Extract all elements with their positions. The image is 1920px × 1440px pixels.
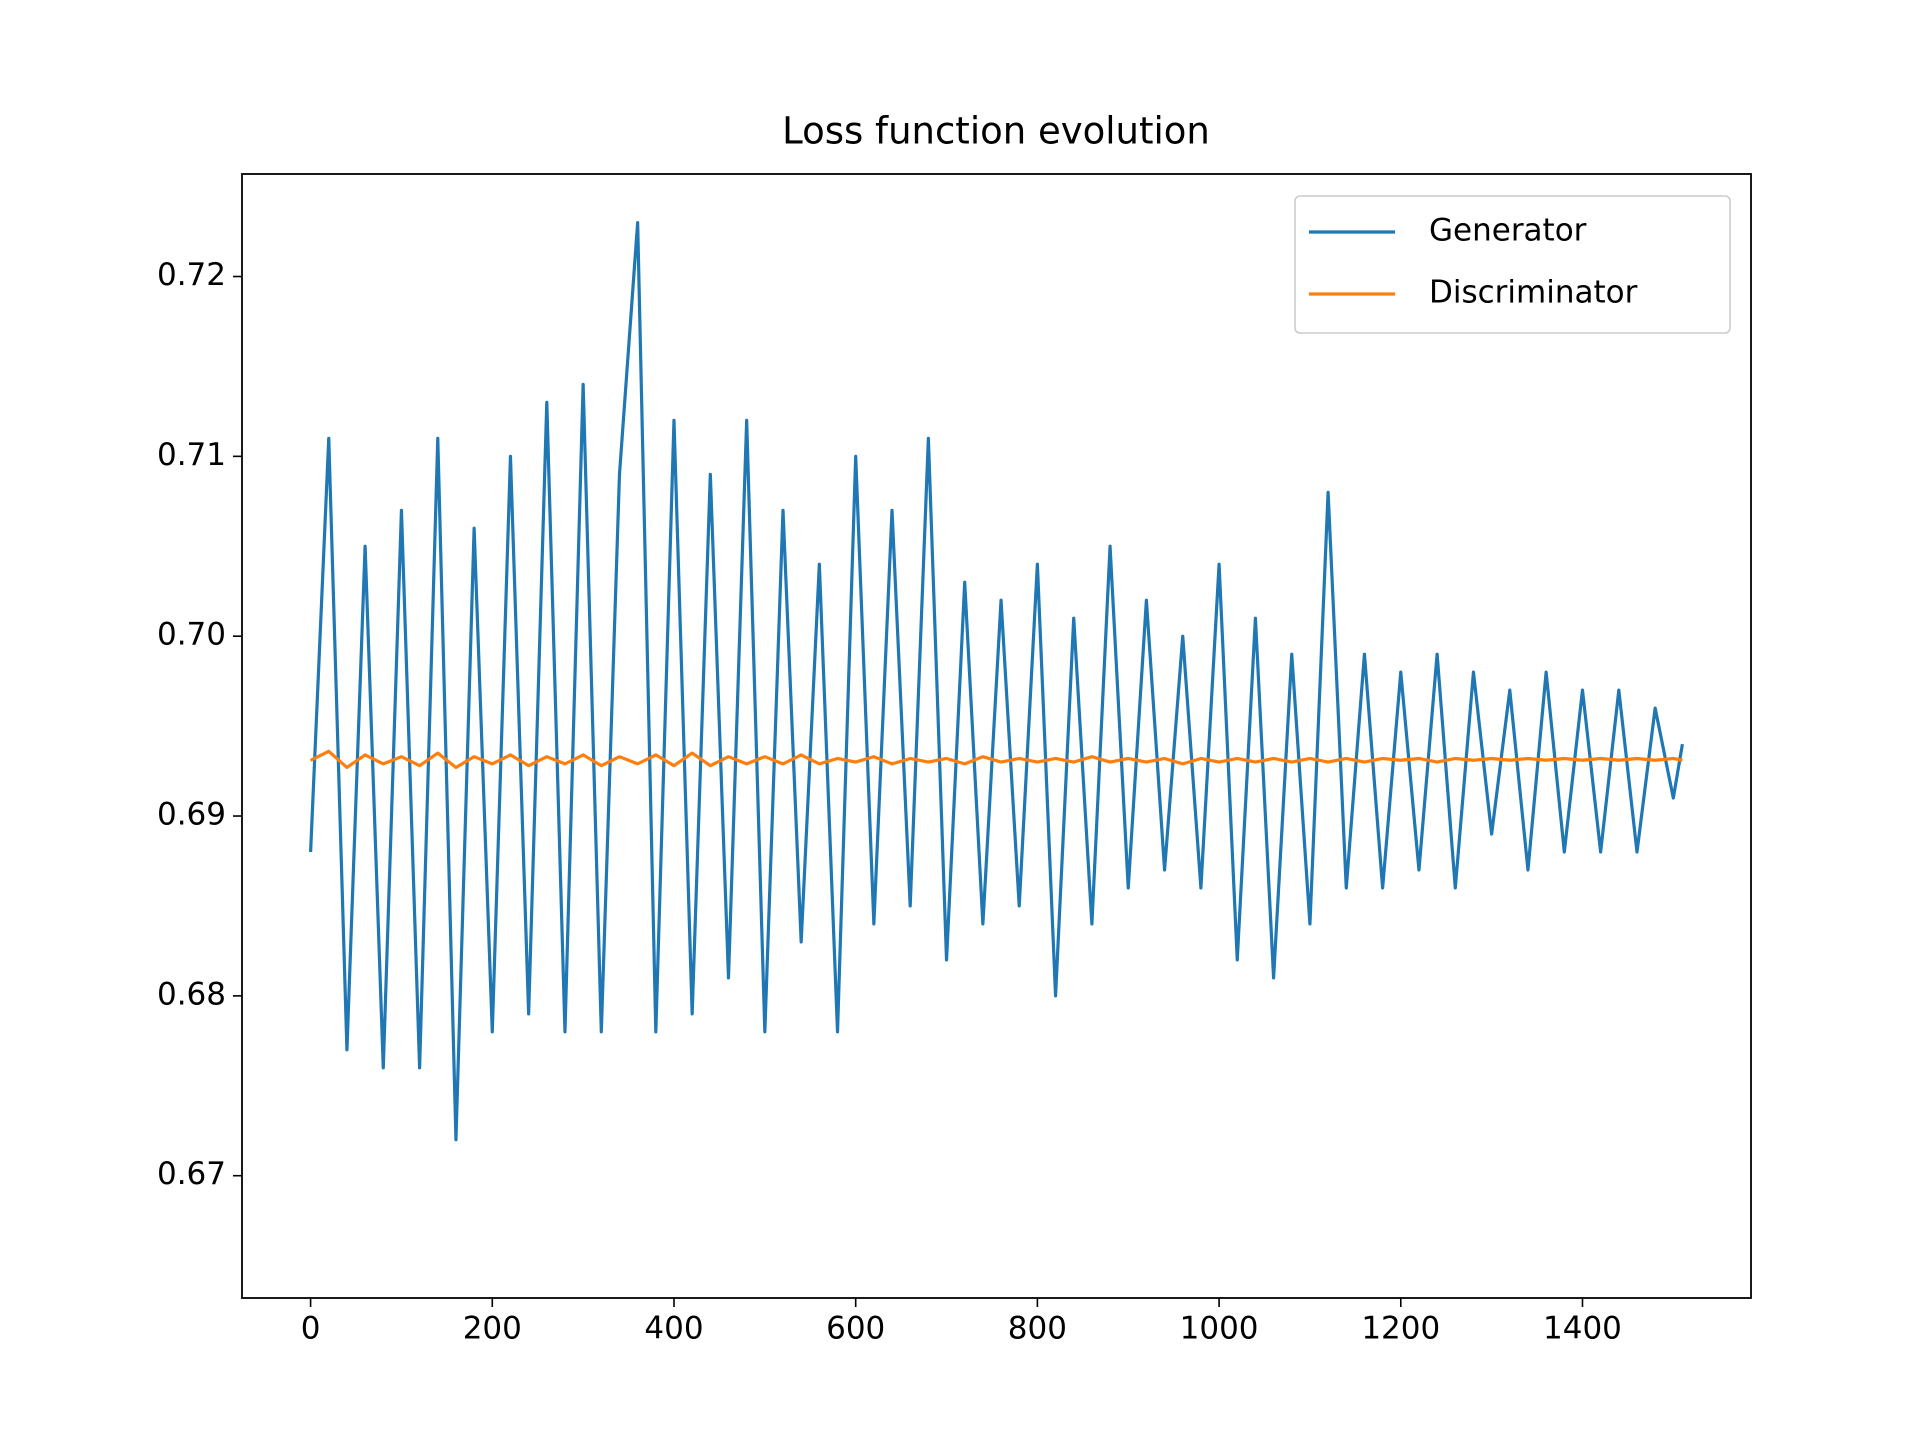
legend-label: Discriminator [1429,275,1638,311]
y-tick-label: 0.70 [157,617,226,653]
y-tick-label: 0.71 [157,437,226,473]
legend-label: Generator [1429,213,1587,249]
line-series [309,749,1683,770]
x-tick-label: 400 [644,1311,703,1347]
x-tick-label: 200 [463,1311,522,1347]
chart-title: Loss function evolution [782,110,1210,153]
legend-box [1294,195,1731,334]
y-tick-label: 0.68 [157,976,226,1012]
y-tick-label: 0.69 [157,797,226,833]
y-tick-label: 0.67 [157,1156,226,1192]
x-tick-label: 1200 [1361,1311,1440,1347]
y-tick-label: 0.72 [157,257,226,293]
x-tick-label: 800 [1008,1311,1067,1347]
line-series [308,220,1684,1142]
x-tick-label: 600 [826,1311,885,1347]
x-tick-label: 1400 [1543,1311,1622,1347]
plot-frame [241,173,1752,1299]
x-tick-label: 1000 [1180,1311,1259,1347]
x-tick-label: 0 [301,1311,321,1347]
